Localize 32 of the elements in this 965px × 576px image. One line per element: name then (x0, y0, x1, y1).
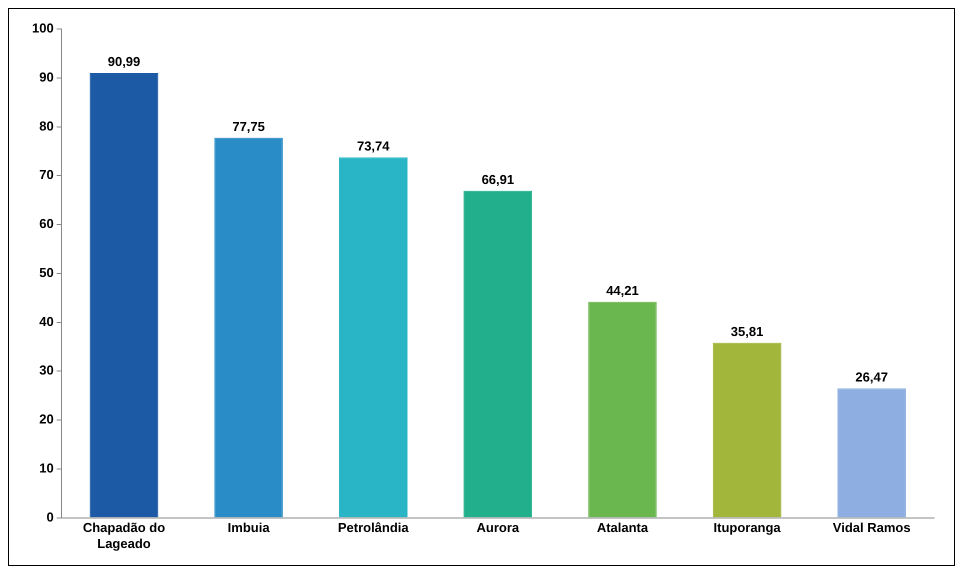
data-label: 90,99 (108, 54, 140, 70)
y-tick-label: 30 (39, 362, 54, 378)
data-label: 35,81 (730, 324, 764, 339)
bar (837, 388, 906, 518)
x-tick-label: Vidal Ramos (832, 520, 911, 536)
data-label: 73,74 (356, 138, 390, 154)
x-tick-label: Atalanta (596, 520, 649, 536)
x-tick-label: Ituporanga (713, 520, 782, 536)
x-tick-label: Aurora (476, 520, 520, 536)
bar (90, 73, 158, 518)
y-tick-label: 0 (46, 509, 54, 524)
bar (338, 157, 408, 518)
y-tick-label: 100 (32, 20, 54, 36)
bar (588, 302, 657, 518)
bar (214, 138, 283, 518)
y-tick-label: 70 (39, 167, 54, 182)
bar (464, 190, 532, 518)
x-tick-label: Chapadão do Lageado (82, 520, 166, 551)
y-tick-label: 10 (39, 460, 54, 476)
y-tick-label: 40 (39, 314, 54, 329)
x-tick-label: Petrolândia (338, 520, 410, 536)
y-tick-label: 80 (39, 118, 54, 134)
data-label: 26,47 (855, 369, 888, 384)
y-tick-label: 60 (39, 216, 54, 232)
y-tick-label: 50 (39, 264, 54, 280)
data-label: 77,75 (232, 118, 265, 134)
bar (712, 342, 782, 518)
data-label: 44,21 (606, 282, 639, 298)
y-tick-label: 90 (39, 69, 54, 84)
y-tick-label: 20 (39, 412, 54, 427)
data-label: 66,91 (482, 172, 514, 187)
x-tick-label: Imbuia (228, 520, 270, 536)
